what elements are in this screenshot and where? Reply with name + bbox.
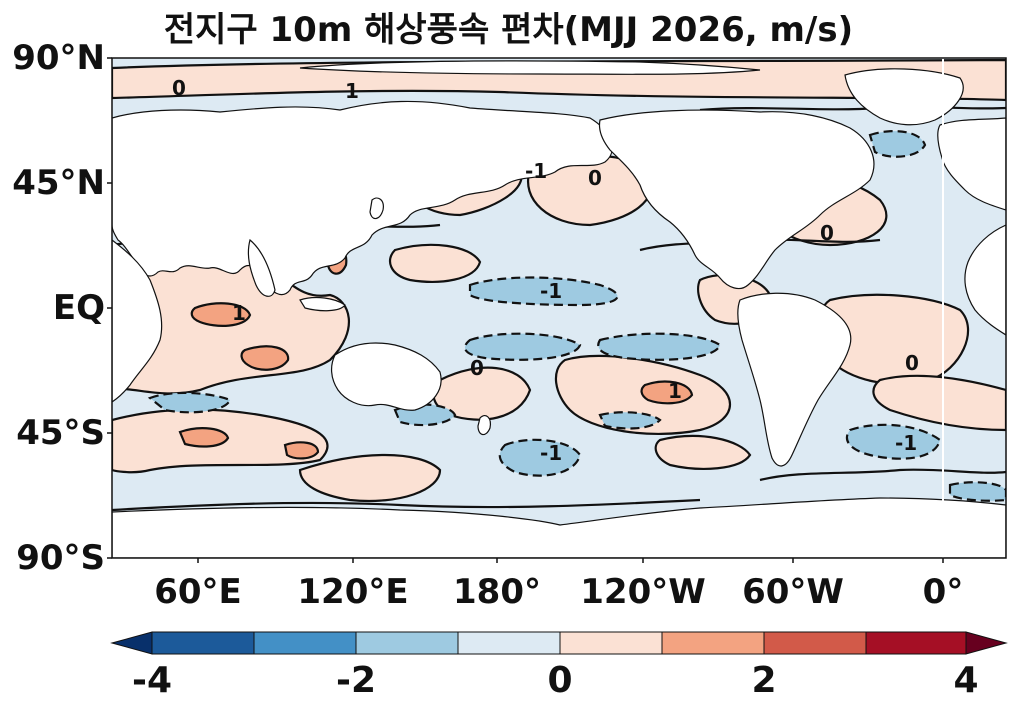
lat-tick-label: 90°N [12,38,105,78]
antarctica-landmass [112,497,1006,558]
contour-label: -1 [895,431,917,455]
colorbar-tick-label: 2 [751,660,777,701]
colorbar-segment [865,631,967,655]
map-title: 전지구 10m 해상풍속 편차(MJJ 2026, m/s) [163,10,854,50]
colorbar-segment [661,631,765,655]
contour-label: 0 [172,76,186,100]
lon-tick-label: 60°W [742,572,844,612]
contour-label: 0 [905,351,919,375]
lat-tick-label: 90°S [16,538,105,578]
europe-landmass [937,117,1006,211]
colorbar-segment [355,631,459,655]
west-africa-landmass [964,224,1006,336]
anomaly-field: 0 1 -1 0 1 -1 0 -1 1 0 -1 0 [112,58,1006,558]
arctic-ice [299,60,761,75]
lon-tick-label: 0° [922,572,964,612]
contour-label: 1 [668,379,682,403]
india-landmass [247,238,276,297]
colorbar-segment [253,631,357,655]
colorbar-segment [457,631,561,655]
greenland-landmass [844,68,964,126]
contour-label: 1 [345,79,359,103]
colorbar-tick-label: 4 [953,660,979,701]
contour-label: 0 [820,221,834,245]
lat-tick-label: EQ [52,288,105,328]
indonesia-islands [299,296,346,312]
colorbar-segment [763,631,867,655]
africa-landmass [112,239,163,403]
australia-landmass [331,342,442,411]
contour-label: 1 [232,301,246,325]
colorbar [110,631,1008,655]
contour-label: -1 [525,159,547,183]
colorbar-extend-high [965,631,1008,655]
lon-tick-label: 120°W [580,572,706,612]
contour-label: 0 [588,166,602,190]
contour-label-group: 0 1 -1 0 1 -1 0 -1 1 0 -1 0 [172,76,919,465]
lon-tick-label: 180° [453,572,541,612]
axis-ticks [107,57,944,563]
contour-label: -1 [540,441,562,465]
lon-tick-label: 120°E [297,572,409,612]
japan-island [369,197,384,220]
colorbar-extend-low [110,631,153,655]
colorbar-segment [559,631,663,655]
colorbar-tick-label: -2 [336,660,376,701]
lat-tick-label: 45°S [16,413,105,453]
contour-label: -1 [540,279,562,303]
south-america-landmass [737,292,852,467]
north-america-landmass [598,109,875,290]
strong-positive-anomaly-regions [178,247,694,460]
colorbar-tick-label: 0 [547,660,573,701]
lon-tick-label: 60°E [154,572,242,612]
eurasia-landmass [112,100,613,295]
land-masses [112,60,1006,558]
colorbar-tick-label: -4 [132,660,172,701]
new-zealand-island [477,415,491,436]
lat-tick-label: 45°N [12,163,105,203]
colorbar-segment [151,631,255,655]
contour-label: 0 [470,356,484,380]
